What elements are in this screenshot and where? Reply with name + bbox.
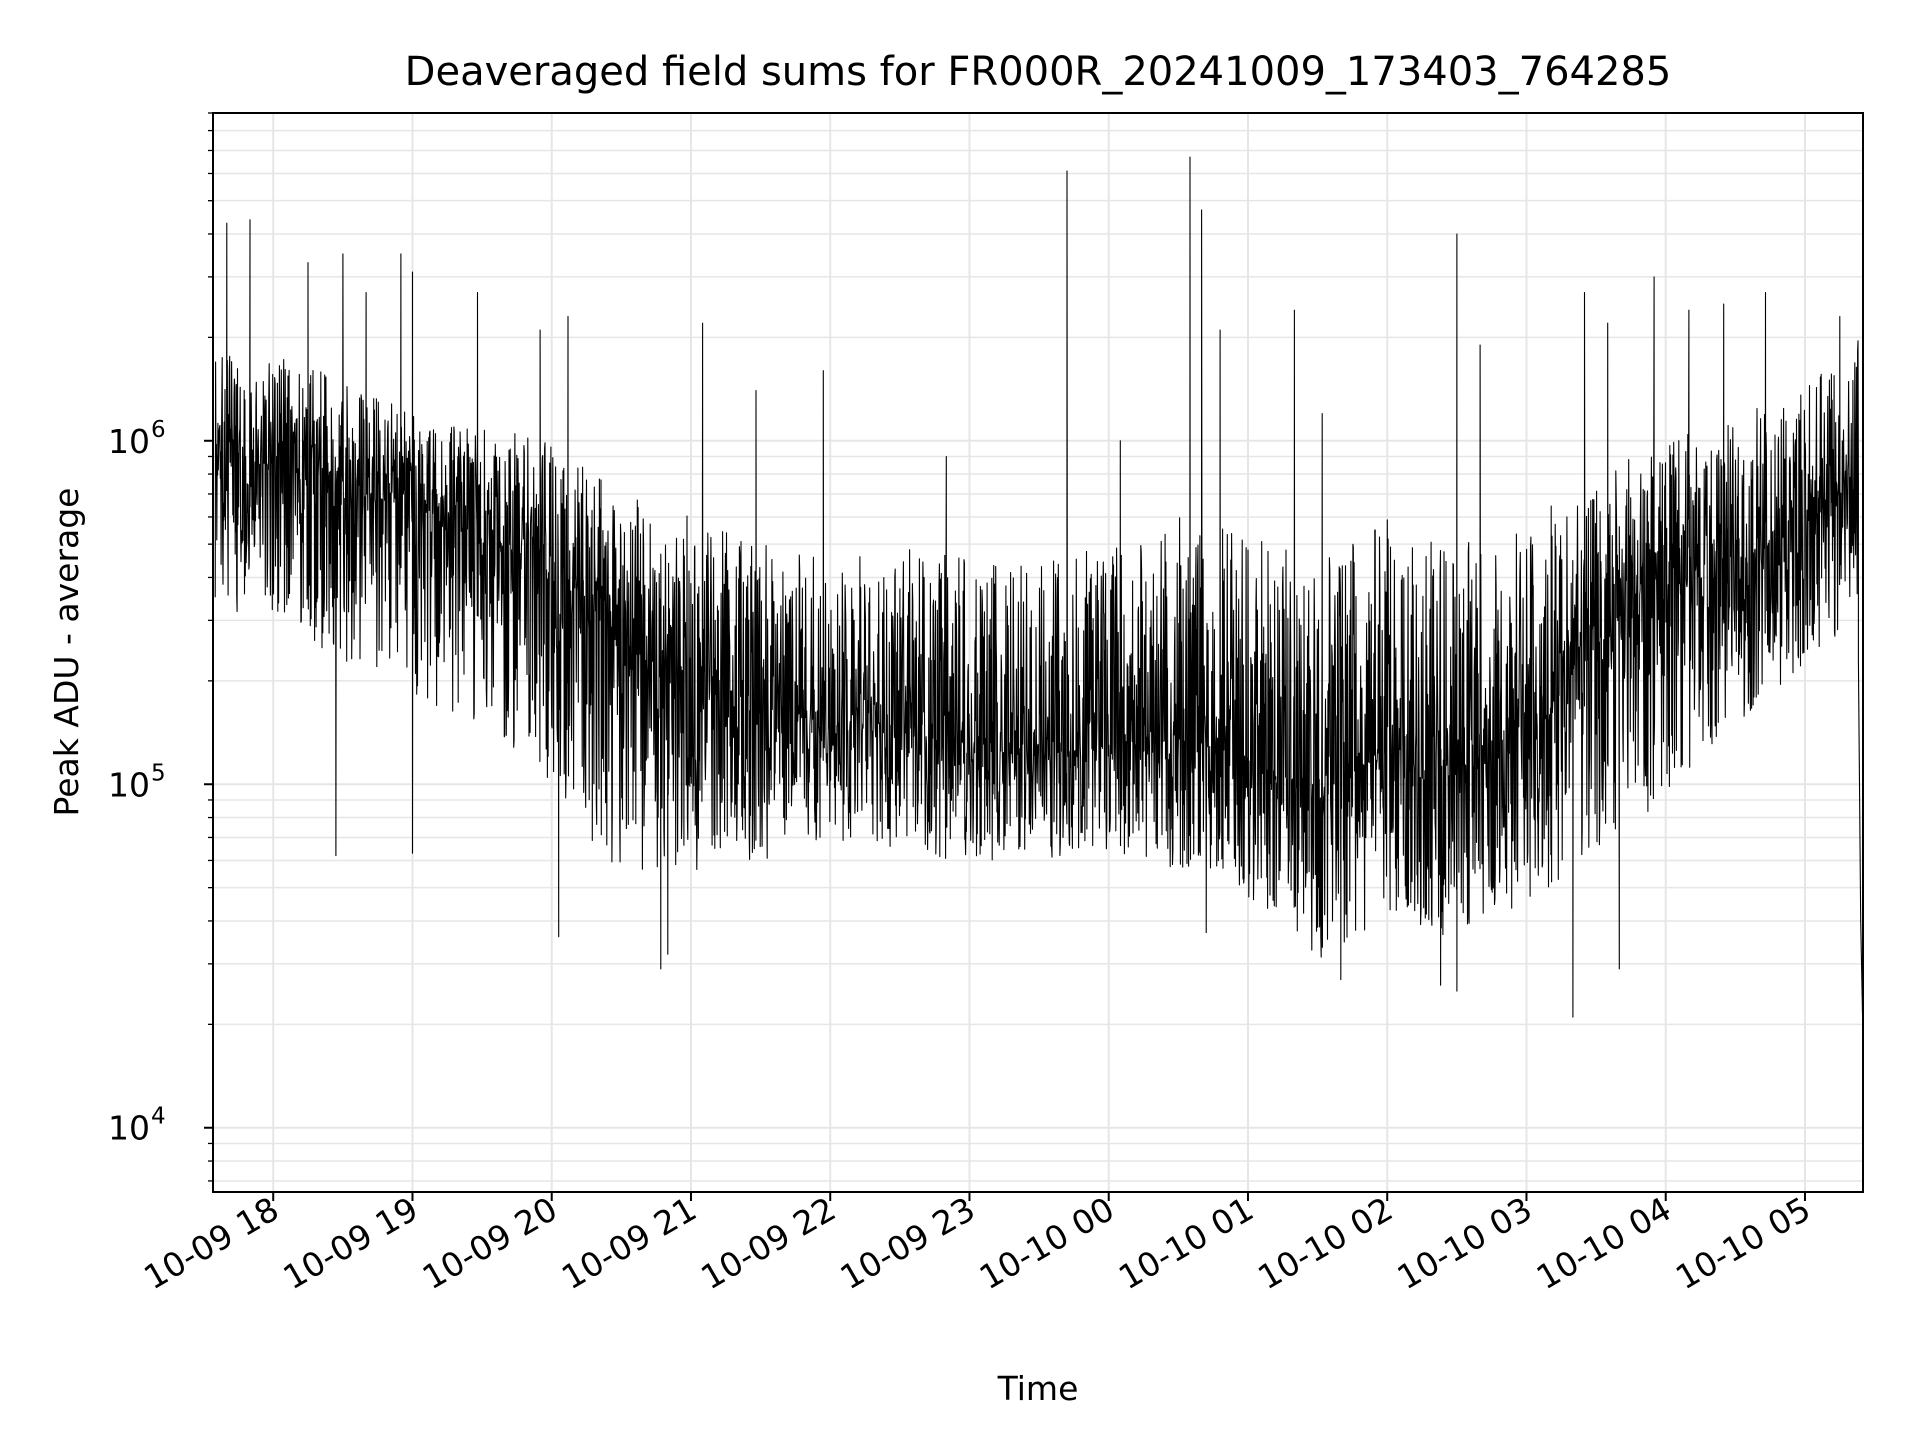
data-series: [214, 156, 1864, 1041]
grid: [213, 112, 1863, 1192]
x-axis-label: Time: [997, 1369, 1079, 1408]
chart-title: Deaveraged field sums for FR000R_2024100…: [405, 49, 1672, 95]
y-tick-label: 10: [108, 422, 150, 461]
y-tick-exponent: 4: [151, 1104, 166, 1130]
y-tick-exponent: 5: [151, 760, 166, 786]
y-tick-label: 10: [108, 765, 150, 804]
plot-frame: [212, 112, 1864, 1193]
y-axis-label: Peak ADU - average: [47, 488, 86, 817]
series-line: [214, 156, 1864, 1041]
y-tick-label: 10: [108, 1109, 150, 1148]
y-tick-exponent: 6: [151, 417, 166, 443]
